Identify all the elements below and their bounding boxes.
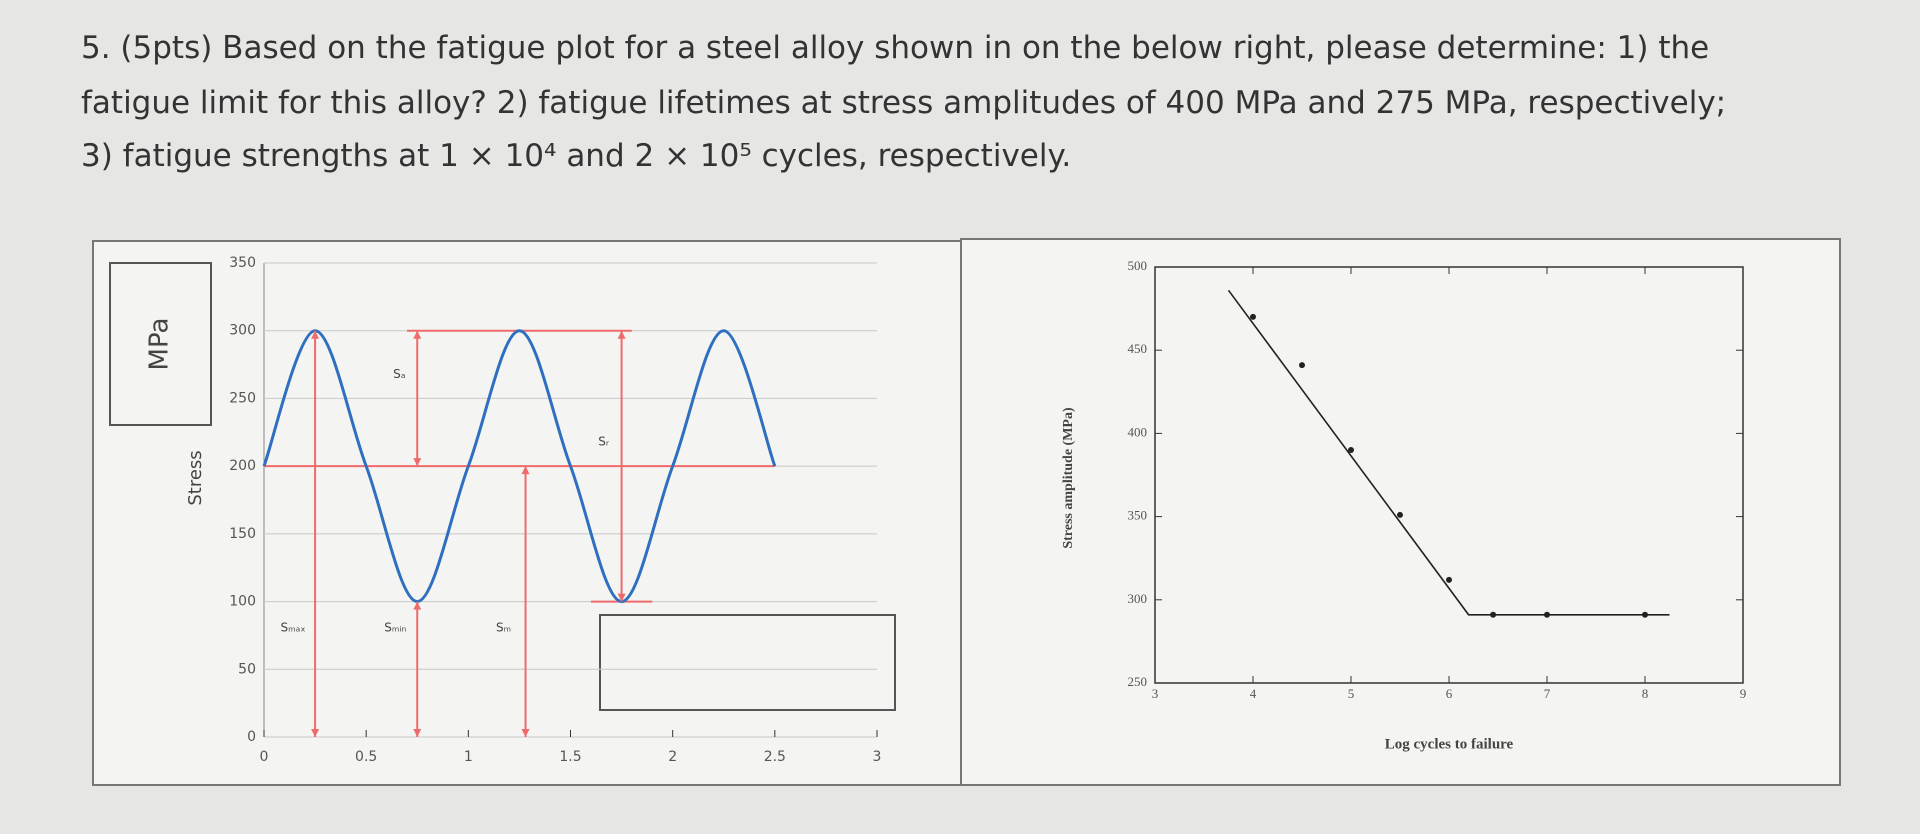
x-tick-label: 0 bbox=[260, 749, 269, 765]
arrow-head bbox=[413, 330, 422, 339]
question-line: 3) fatigue strengths at 1 × 10⁴ and 2 × … bbox=[81, 138, 1072, 174]
data-point bbox=[1397, 511, 1403, 518]
y-axis-label: Stress amplitude (MPa) bbox=[1061, 407, 1076, 549]
series-line bbox=[1227, 289, 1670, 616]
y-tick-label: 300 bbox=[229, 323, 256, 339]
x-tick-label: 3 bbox=[1152, 686, 1159, 701]
data-point bbox=[1490, 611, 1497, 618]
annotation: Sᵣ bbox=[598, 435, 610, 449]
arrow-head bbox=[413, 729, 422, 737]
arrow-head bbox=[521, 729, 530, 737]
arrow-head bbox=[521, 466, 530, 475]
x-tick-label: 5 bbox=[1348, 686, 1355, 701]
x-tick-label: 2 bbox=[668, 749, 677, 765]
x-tick-label: 0.5 bbox=[355, 749, 377, 765]
right-panel bbox=[960, 238, 1841, 786]
y-tick-label: 200 bbox=[229, 458, 256, 474]
empty-box bbox=[599, 614, 896, 711]
unit-label: MPa bbox=[145, 318, 175, 371]
annotation: Sₐ bbox=[393, 367, 405, 381]
arrow-head bbox=[311, 330, 320, 339]
y-tick-label: 450 bbox=[1128, 341, 1148, 356]
y-tick-label: 50 bbox=[238, 661, 256, 677]
question-line: fatigue limit for this alloy? 2) fatigue… bbox=[81, 85, 1727, 121]
data-point bbox=[1642, 611, 1648, 618]
data-point bbox=[1446, 576, 1452, 583]
y-tick-label: 500 bbox=[1128, 258, 1148, 273]
annotation: Sₘ bbox=[496, 621, 511, 635]
y-axis-label: Stress bbox=[185, 450, 206, 505]
x-tick-label: 4 bbox=[1250, 686, 1257, 701]
arrow-head bbox=[413, 458, 422, 467]
y-tick-label: 0 bbox=[247, 729, 256, 745]
data-point bbox=[1348, 447, 1354, 454]
arrow-head bbox=[617, 593, 626, 602]
data-point bbox=[1299, 362, 1305, 369]
x-tick-label: 7 bbox=[1544, 686, 1551, 701]
y-tick-label: 250 bbox=[229, 390, 256, 406]
y-tick-label: 300 bbox=[1128, 591, 1148, 606]
y-tick-label: 400 bbox=[1128, 424, 1148, 439]
arrow-head bbox=[413, 601, 422, 610]
question-line: 5. (5pts) Based on the fatigue plot for … bbox=[81, 30, 1710, 66]
y-tick-label: 350 bbox=[229, 255, 256, 271]
x-axis-label: Log cycles to failure bbox=[1385, 736, 1514, 752]
y-tick-label: 350 bbox=[1128, 508, 1148, 523]
data-point bbox=[1250, 313, 1256, 320]
x-tick-label: 2.5 bbox=[764, 749, 786, 765]
x-tick-label: 9 bbox=[1740, 686, 1747, 701]
data-point bbox=[1544, 611, 1550, 618]
y-tick-label: 150 bbox=[229, 526, 256, 542]
x-tick-label: 1 bbox=[464, 749, 473, 765]
left-panel bbox=[92, 240, 962, 786]
arrow-head bbox=[617, 330, 626, 339]
y-tick-label: 250 bbox=[1128, 674, 1148, 689]
y-tick-label: 100 bbox=[229, 594, 256, 610]
x-tick-label: 6 bbox=[1446, 686, 1453, 701]
x-tick-label: 1.5 bbox=[559, 749, 581, 765]
unit-box bbox=[109, 262, 212, 426]
series-line bbox=[262, 329, 777, 604]
annotation: Sₘᵢₙ bbox=[384, 621, 406, 635]
x-tick-label: 3 bbox=[873, 749, 882, 765]
x-tick-label: 8 bbox=[1642, 686, 1649, 701]
arrow-head bbox=[311, 729, 320, 737]
annotation: Sₘₐₓ bbox=[281, 621, 306, 635]
